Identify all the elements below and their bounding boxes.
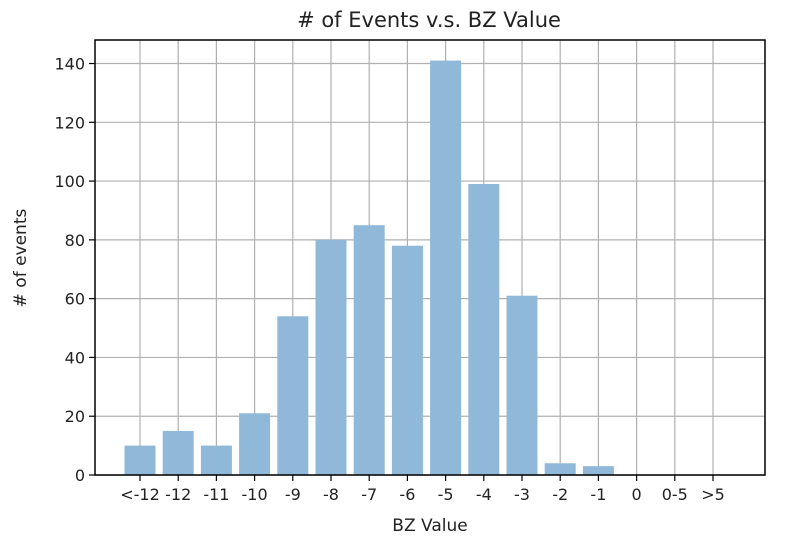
x-tick-label: -3 [514,485,530,504]
bar [277,316,309,475]
bars-layer [124,60,614,475]
x-tick-label: -2 [552,485,568,504]
x-tick-label: -1 [590,485,606,504]
y-tick-label: 20 [65,407,85,426]
bar [544,463,576,475]
grid-layer [95,40,765,476]
bar [200,445,232,475]
bar [162,430,194,475]
x-tick-label: 0 [632,485,642,504]
y-tick-label: 140 [54,55,85,74]
x-tick-label: -10 [242,485,268,504]
bar [468,184,500,475]
bar [582,466,614,475]
bar [239,413,271,475]
y-tick-label: 120 [54,113,85,132]
bar [430,60,462,475]
y-tick-label: 80 [65,231,85,250]
chart-title: # of Events v.s. BZ Value [297,8,561,32]
x-tick-label: -4 [476,485,492,504]
bar [506,295,538,475]
bar [124,445,156,475]
x-axis-label: BZ Value [392,516,467,536]
y-tick-label: 60 [65,290,85,309]
x-tick-label: -8 [323,485,339,504]
bar [315,239,347,475]
x-axis: <-12 -12 -11 -10 -9 -8 -7 -6 -5 -4 -3 -2 -1 0 0-5 >5 [120,475,725,504]
y-tick-label: 100 [54,172,85,191]
bar [391,245,423,475]
x-tick-label: 0-5 [662,485,688,504]
x-tick-label: -7 [361,485,377,504]
y-tick-label: 0 [75,466,85,485]
y-tick-label: 40 [65,348,85,367]
x-tick-label: -9 [285,485,301,504]
x-tick-label: >5 [701,485,725,504]
y-axis-label: # of events [11,209,31,308]
bar [353,225,385,475]
x-tick-label: <-12 [120,485,160,504]
x-tick-label: -12 [165,485,191,504]
y-axis: 0 20 40 60 80 100 120 140 [54,55,95,485]
x-tick-label: -11 [203,485,229,504]
x-tick-label: -5 [438,485,454,504]
x-tick-label: -6 [399,485,415,504]
plot-frame [94,39,766,476]
